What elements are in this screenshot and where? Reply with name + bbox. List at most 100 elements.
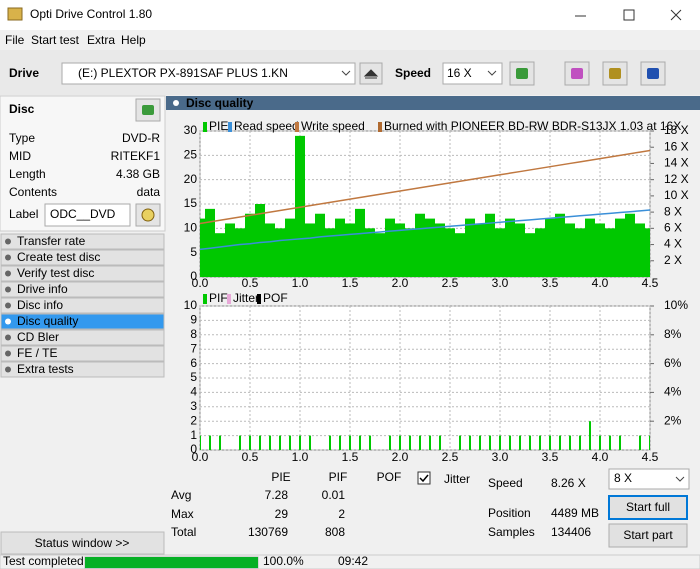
disc-field-value: data [137, 185, 161, 199]
x-tick-label: 3.5 [542, 276, 559, 290]
stats-row-label: Avg [171, 488, 191, 502]
legend-label: Read speed [234, 119, 299, 133]
bar [579, 435, 581, 450]
nav-item[interactable] [0, 313, 165, 330]
y-tick-label: 0 [190, 269, 197, 283]
menu-item[interactable]: Extra [87, 33, 115, 47]
drive-select[interactable] [61, 62, 356, 85]
status-window-button[interactable] [0, 531, 165, 555]
bar [485, 213, 495, 277]
y-tick-label: 25 [184, 148, 198, 162]
disc-title: Disc [9, 102, 35, 116]
bar [239, 435, 241, 450]
action-label: Start full [626, 500, 670, 514]
disc-field-label: MID [9, 149, 31, 163]
y-tick-label: 30 [184, 123, 198, 137]
label-icon [141, 208, 155, 222]
bar [545, 218, 555, 277]
bar [425, 218, 435, 277]
menu-item[interactable]: File [5, 33, 25, 47]
bar [439, 435, 441, 450]
x-tick-label: 4.0 [592, 450, 609, 464]
legend-label: POF [263, 291, 288, 305]
x-tick-label: 3.0 [492, 276, 509, 290]
menu-item[interactable]: Help [121, 33, 146, 47]
bar [515, 223, 525, 277]
speed-select-value: 8 X [614, 471, 632, 485]
y-tick-label: 10 [184, 221, 198, 235]
bar [599, 435, 601, 450]
bar [315, 213, 325, 277]
jitter-checkbox[interactable] [417, 471, 431, 485]
bar [255, 204, 265, 277]
disc-field-value: RITEKF1 [111, 149, 161, 163]
x-tick-label: 4.0 [592, 276, 609, 290]
info-label: Position [488, 506, 531, 520]
y-tick-label: 4 [190, 385, 197, 399]
nav-icon [5, 270, 11, 277]
toolbar-icon [516, 68, 528, 79]
bar [595, 223, 605, 277]
nav-item[interactable] [0, 361, 165, 378]
nav-item[interactable] [0, 345, 165, 362]
refresh-icon [142, 105, 154, 115]
x-tick-label: 3.5 [542, 450, 559, 464]
speed-select[interactable] [442, 62, 503, 85]
action-button[interactable] [608, 523, 688, 548]
y-tick-label: 1 [190, 428, 197, 442]
legend-label: Write speed [301, 119, 365, 133]
bar [235, 228, 245, 277]
stats-value: 7.28 [265, 488, 289, 502]
bar [329, 435, 331, 450]
bar [619, 435, 621, 450]
action-button[interactable] [608, 495, 688, 520]
nav-item[interactable] [0, 265, 165, 282]
disc-field-label: Contents [9, 185, 57, 199]
disc-field-label: Type [9, 131, 35, 145]
x-tick-label: 0.0 [192, 450, 209, 464]
bar [575, 228, 585, 277]
bar [415, 213, 425, 277]
legend-label: PIE [209, 119, 228, 133]
menu-item[interactable]: Start test [31, 33, 80, 47]
y2-tick-label: 2 X [664, 253, 682, 267]
stats-row-label: Total [171, 525, 196, 539]
nav-item[interactable] [0, 329, 165, 346]
bar [399, 435, 401, 450]
nav-item[interactable] [0, 297, 165, 314]
bar [609, 435, 611, 450]
x-tick-label: 0.0 [192, 276, 209, 290]
speed-select[interactable] [608, 468, 690, 490]
x-tick-label: 0.5 [242, 450, 259, 464]
bar [445, 228, 455, 277]
x-tick-label: 4.5 [642, 450, 659, 464]
nav-item[interactable] [0, 281, 165, 298]
y-tick-label: 5 [190, 370, 197, 384]
bar [435, 223, 445, 277]
dropdown-arrow [341, 70, 351, 76]
bar [585, 218, 595, 277]
drive-label: Drive [9, 66, 39, 80]
y-tick-label: 10 [184, 298, 198, 312]
nav-item[interactable] [0, 233, 165, 250]
y-tick-label: 0 [190, 442, 197, 456]
nav-label: CD Bler [17, 330, 59, 344]
bar [285, 218, 295, 277]
bar [539, 435, 541, 450]
info-value: 8.26 X [551, 476, 586, 490]
nav-label: FE / TE [17, 346, 57, 360]
y-tick-label: 5 [190, 245, 197, 259]
bar [459, 435, 461, 450]
y-tick-label: 3 [190, 399, 197, 413]
bar [295, 135, 305, 277]
bar [649, 435, 650, 450]
bar [505, 218, 515, 277]
bar [535, 228, 545, 277]
eject-icon [363, 69, 379, 79]
label-input[interactable] [44, 203, 131, 227]
nav-item[interactable] [0, 249, 165, 266]
stats-column: PIF [329, 470, 348, 484]
stats-value: 2 [338, 507, 345, 521]
disc-field-value: DVD-R [122, 131, 160, 145]
